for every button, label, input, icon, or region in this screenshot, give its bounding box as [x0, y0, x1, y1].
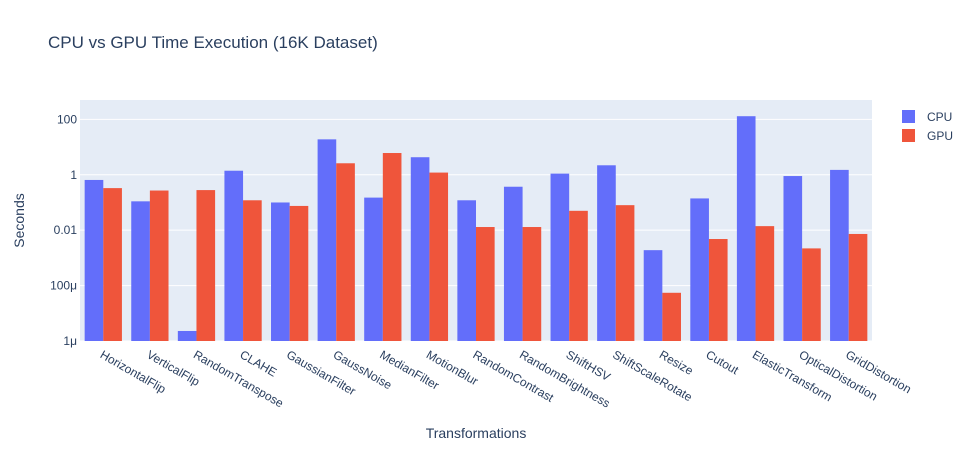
- bar-gpu-randombrightness[interactable]: [522, 227, 542, 341]
- x-tick-label: RandomContrast: [471, 347, 557, 405]
- legend-item-gpu[interactable]: GPU: [902, 126, 953, 145]
- bar-cpu-randomtranspose[interactable]: [177, 330, 197, 341]
- legend-swatch-gpu: [902, 129, 915, 142]
- y-tick-label: 100: [57, 112, 77, 126]
- bar-cpu-medianfilter[interactable]: [364, 197, 383, 341]
- bar-gpu-gaussnoise[interactable]: [336, 163, 355, 341]
- bar-gpu-medianfilter[interactable]: [382, 153, 402, 341]
- bar-gpu-randomcontrast[interactable]: [476, 227, 495, 341]
- x-tick-label: OpticalDistortion: [797, 347, 880, 403]
- y-axis-title: Seconds: [11, 193, 27, 247]
- x-tick-label: Cutout: [703, 347, 741, 377]
- bar-gpu-griddistortion[interactable]: [848, 233, 868, 341]
- y-tick-label: 1: [70, 168, 77, 182]
- bar-gpu-verticalflip[interactable]: [149, 190, 169, 341]
- bar-gpu-gaussianfilter[interactable]: [289, 205, 309, 341]
- bar-gpu-opticaldistortion[interactable]: [802, 248, 821, 341]
- bar-cpu-elastictransform[interactable]: [736, 116, 756, 342]
- y-tick-label: 0.01: [54, 223, 78, 237]
- x-tick-label: ElasticTransform: [750, 347, 835, 404]
- bar-gpu-resize[interactable]: [662, 292, 681, 341]
- y-tick-label: 1μ: [63, 334, 77, 348]
- bar-cpu-gaussnoise[interactable]: [317, 139, 337, 341]
- bar-cpu-horizontalflip[interactable]: [84, 179, 104, 341]
- bar-cpu-randomcontrast[interactable]: [457, 200, 476, 341]
- chart-title: CPU vs GPU Time Execution (16K Dataset): [48, 33, 378, 52]
- bar-cpu-clahe[interactable]: [224, 170, 244, 341]
- y-tick-label: 100μ: [50, 279, 77, 293]
- bar-cpu-cutout[interactable]: [690, 198, 709, 341]
- legend-item-cpu[interactable]: CPU: [902, 107, 953, 126]
- x-axis-title: Transformations: [426, 425, 527, 441]
- bar-cpu-shifthsv[interactable]: [550, 173, 570, 341]
- legend-label-cpu: CPU: [927, 109, 953, 124]
- bar-gpu-shiftscalerotate[interactable]: [615, 205, 635, 341]
- legend-swatch-cpu: [902, 110, 915, 123]
- bar-cpu-resize[interactable]: [643, 250, 663, 341]
- bar-gpu-cutout[interactable]: [708, 239, 728, 341]
- legend-label-gpu: GPU: [927, 128, 954, 143]
- bar-gpu-shifthsv[interactable]: [569, 210, 588, 341]
- bars: [84, 116, 868, 342]
- bar-cpu-motionblur[interactable]: [410, 157, 430, 341]
- x-axis: HorizontalFlipVerticalFlipRandomTranspos…: [98, 347, 914, 410]
- bar-gpu-clahe[interactable]: [243, 200, 262, 341]
- bar-cpu-griddistortion[interactable]: [830, 169, 849, 341]
- x-tick-label: ShiftScaleRotate: [610, 347, 695, 404]
- bar-gpu-motionblur[interactable]: [429, 172, 449, 341]
- bar-cpu-opticaldistortion[interactable]: [783, 176, 803, 341]
- legend: CPU GPU: [902, 107, 953, 145]
- bar-gpu-elastictransform[interactable]: [755, 226, 775, 341]
- bar-gpu-horizontalflip[interactable]: [103, 188, 122, 341]
- bar-cpu-verticalflip[interactable]: [131, 201, 150, 341]
- bar-cpu-gaussianfilter[interactable]: [271, 202, 290, 341]
- bar-gpu-randomtranspose[interactable]: [196, 190, 216, 341]
- y-axis: 1μ 100μ 0.01 1 100: [50, 112, 77, 348]
- bar-cpu-randombrightness[interactable]: [503, 186, 523, 341]
- bar-cpu-shiftscalerotate[interactable]: [597, 165, 616, 341]
